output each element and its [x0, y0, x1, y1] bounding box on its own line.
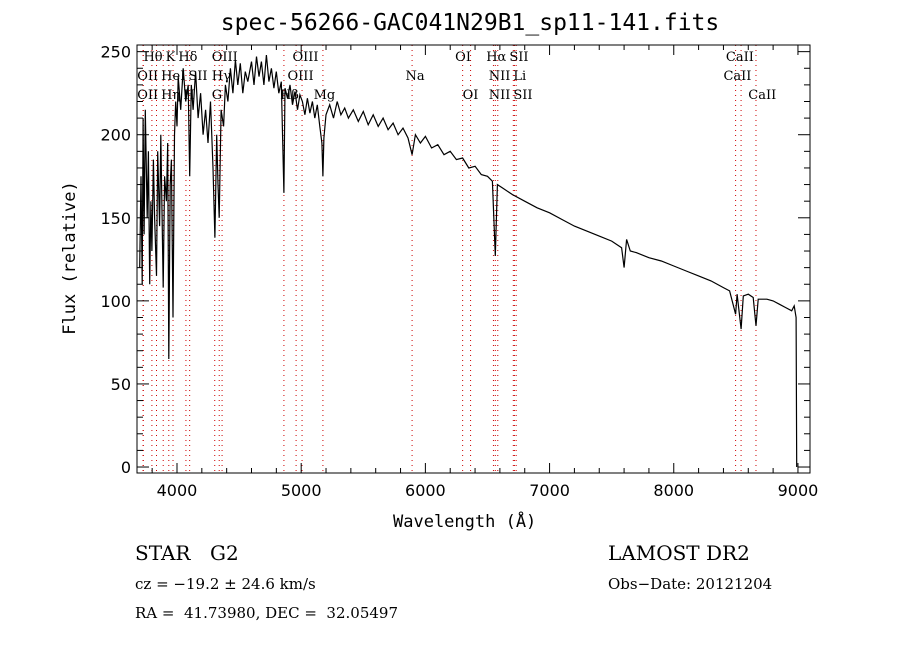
y-axis-label: Flux (relative)	[60, 181, 80, 335]
marker-label: OIII	[212, 50, 238, 65]
x-tick-label: 5000	[281, 481, 322, 500]
marker-label: SII	[188, 69, 207, 84]
marker-label: OIII	[288, 69, 314, 84]
x-tick-label: 7000	[529, 481, 570, 500]
x-tick-label: 8000	[653, 481, 694, 500]
x-tick-label: 6000	[405, 481, 446, 500]
marker-label: Hδ	[178, 50, 197, 65]
marker-label: Hα	[486, 50, 506, 65]
y-tick-label: 100	[100, 292, 131, 311]
marker-label: OII	[137, 88, 158, 103]
chart-title: spec-56266-GAC041N29B1_sp11-141.fits	[220, 10, 720, 36]
survey-name: LAMOST DR2	[608, 541, 750, 565]
marker-label: OI	[463, 88, 479, 103]
x-tick-label: 9000	[778, 481, 819, 500]
marker-label: OII	[137, 69, 158, 84]
marker-label: K	[166, 50, 176, 65]
subclass: G2	[210, 541, 239, 565]
marker-label: Na	[406, 69, 425, 84]
x-axis-label: Wavelength (Å)	[393, 512, 537, 532]
marker-label: NII	[489, 88, 511, 103]
coordinates: RA = 41.73980, DEC = 32.05497	[135, 604, 399, 622]
marker-label: Mg	[314, 88, 336, 103]
y-tick-label: 250	[100, 43, 131, 62]
y-tick-label: 150	[100, 209, 131, 228]
marker-label: CaII	[748, 88, 776, 103]
obs-date: Obs−Date: 20121204	[608, 575, 773, 593]
y-tick-label: 0	[121, 458, 131, 477]
spectrum-line	[139, 54, 798, 468]
marker-label: H	[183, 88, 194, 103]
marker-label: Hγ	[212, 69, 231, 84]
redshift: cz = −19.2 ± 24.6 km/s	[135, 575, 316, 593]
marker-label: CaII	[723, 69, 751, 84]
marker-label: OIII	[292, 50, 318, 65]
x-tick-label: 4000	[157, 481, 198, 500]
marker-label: CaII	[726, 50, 754, 65]
y-tick-label: 50	[111, 375, 131, 394]
marker-label: OI	[455, 50, 471, 65]
y-tick-label: 200	[100, 126, 131, 145]
marker-label: HeI	[161, 69, 185, 84]
marker-label: NII	[489, 69, 511, 84]
object-class: STAR	[135, 541, 191, 565]
marker-label: G	[212, 88, 222, 103]
marker-label: SII	[509, 50, 528, 65]
marker-label: Hη	[161, 88, 180, 103]
marker-label: SII	[513, 88, 532, 103]
plot-frame	[136, 44, 811, 474]
marker-label: Hθ	[143, 50, 162, 65]
marker-label: Li	[513, 69, 526, 84]
